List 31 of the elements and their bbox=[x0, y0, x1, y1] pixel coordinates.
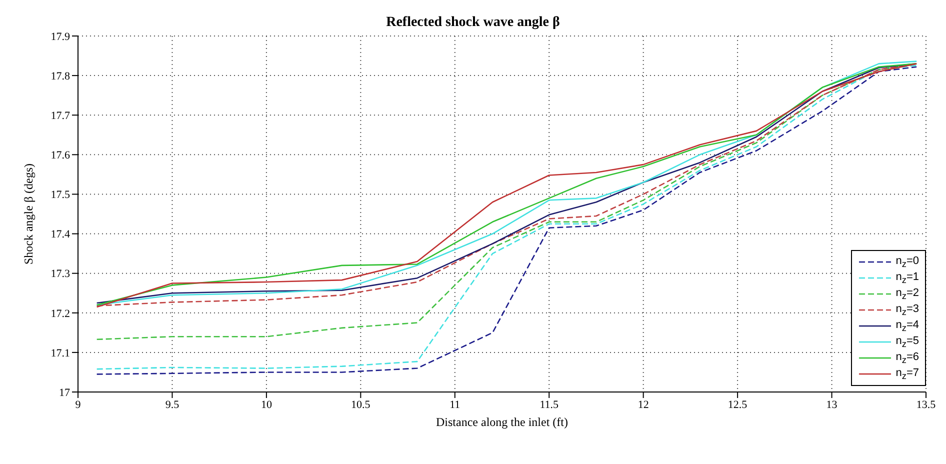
x-tick-label: 11.5 bbox=[540, 398, 560, 411]
legend-label: n$_{z}$=4 bbox=[896, 318, 919, 334]
y-tick-label: 17.2 bbox=[50, 308, 70, 320]
y-tick-label: 17.5 bbox=[50, 189, 70, 202]
legend-label: n$_{z}$=2 bbox=[896, 286, 919, 302]
x-tick-label: 12.5 bbox=[728, 398, 748, 411]
x-tick-label: 13.5 bbox=[916, 398, 936, 411]
x-tick-label: 12 bbox=[638, 398, 649, 411]
x-tick-label: 9.5 bbox=[165, 398, 180, 411]
y-tick-label: 17.1 bbox=[50, 347, 70, 360]
y-tick-label: 17.3 bbox=[50, 268, 70, 280]
y-axis-title: Shock angle β (degs) bbox=[21, 163, 36, 265]
y-tick-label: 17.4 bbox=[50, 228, 70, 241]
x-tick-label: 13 bbox=[826, 398, 838, 411]
legend-label: n$_{z}$=7 bbox=[896, 366, 919, 382]
y-tick-label: 17.7 bbox=[50, 110, 70, 122]
legend-label: n$_{z}$=0 bbox=[896, 254, 919, 270]
legend-label: n$_{z}$=5 bbox=[896, 334, 919, 350]
legend-label: n$_{z}$=3 bbox=[896, 302, 919, 318]
y-tick-label: 17.8 bbox=[50, 70, 70, 82]
x-tick-label: 9 bbox=[75, 398, 82, 411]
x-tick-label: 10.5 bbox=[351, 398, 371, 411]
x-tick-label: 10 bbox=[260, 398, 272, 411]
x-tick-label: 11 bbox=[450, 398, 460, 411]
legend-label: n$_{z}$=1 bbox=[896, 270, 919, 286]
y-tick-label: 17.6 bbox=[50, 150, 70, 162]
chart-title: Reflected shock wave angle β bbox=[386, 15, 560, 30]
legend-label: n$_{z}$=6 bbox=[896, 350, 919, 366]
x-axis-title: Distance along the inlet (ft) bbox=[436, 415, 568, 429]
y-tick-label: 17 bbox=[59, 386, 70, 399]
y-tick-label: 17.9 bbox=[50, 30, 70, 43]
